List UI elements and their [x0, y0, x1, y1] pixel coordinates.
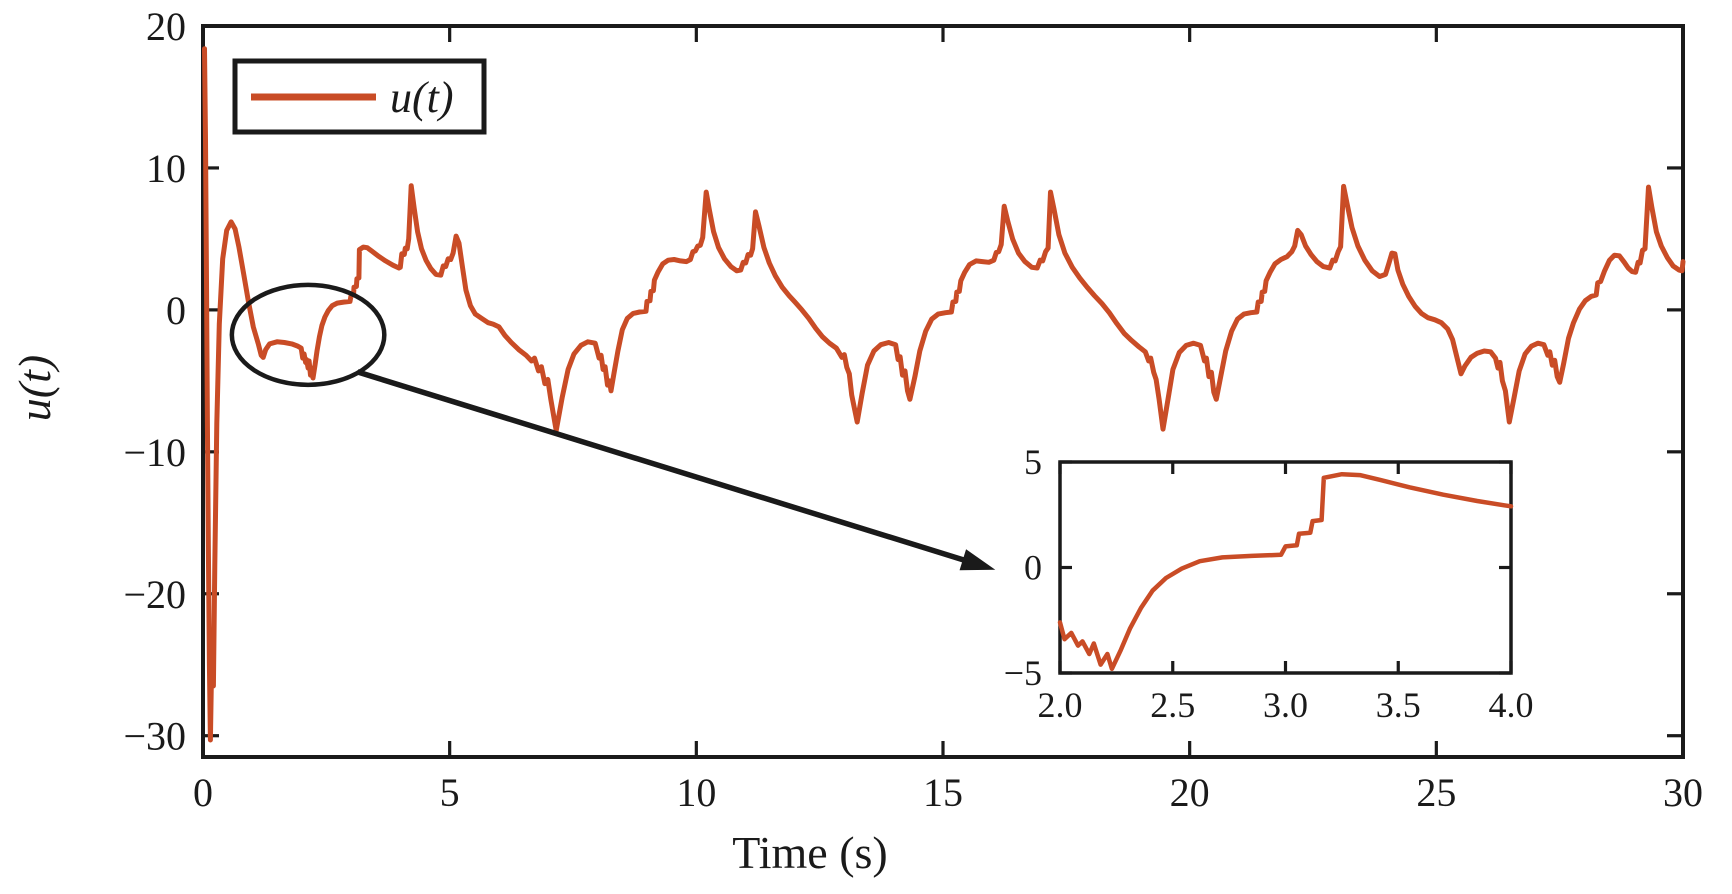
inset-zoom-plot: 2.0 2.5 3.0 3.5 4.0 5 0 −5: [1004, 442, 1534, 725]
zoom-ellipse: [229, 282, 387, 388]
x-axis-label: Time (s): [732, 827, 888, 878]
main-x-tick-label: 15: [923, 770, 963, 815]
main-y-tick-label: −30: [123, 714, 186, 759]
inset-x-tick-label: 2.5: [1150, 685, 1195, 725]
inset-x-tick-label: 3.5: [1376, 685, 1421, 725]
inset-y-tick-label: 0: [1024, 548, 1042, 588]
main-y-tick-label: 0: [166, 288, 186, 333]
y-axis-label: u(t): [9, 355, 60, 421]
main-curve-u-t-: [202, 46, 1686, 743]
legend: u(t): [232, 58, 487, 135]
inset-y-tick-label: −5: [1004, 653, 1042, 693]
inset-curve-u-t-zoom: [1057, 471, 1514, 672]
inset-x-tick-label: 3.0: [1263, 685, 1308, 725]
inset-y-tick-label: 5: [1024, 442, 1042, 482]
main-y-tick-label: −10: [123, 430, 186, 475]
main-y-tick-label: 10: [146, 146, 186, 191]
zoom-arrow-head: [959, 549, 996, 571]
main-y-tick-label: 20: [146, 4, 186, 49]
main-y-tick-label: −20: [123, 572, 186, 617]
main-axes: 0 5 10 15 20 25 30 20 10 0 −10 −20 −30: [123, 4, 1703, 815]
zoom-arrow-line: [356, 369, 974, 566]
main-x-tick-label: 5: [440, 770, 460, 815]
inset-x-tick-label: 2.0: [1038, 685, 1083, 725]
main-x-tick-label: 20: [1170, 770, 1210, 815]
zoom-annotations: [229, 282, 996, 571]
main-x-tick-label: 25: [1416, 770, 1456, 815]
main-x-tick-label: 10: [676, 770, 716, 815]
main-x-tick-label: 30: [1663, 770, 1703, 815]
inset-x-tick-label: 4.0: [1489, 685, 1534, 725]
legend-entry-label: u(t): [390, 73, 454, 122]
main-x-tick-label: 0: [193, 770, 213, 815]
